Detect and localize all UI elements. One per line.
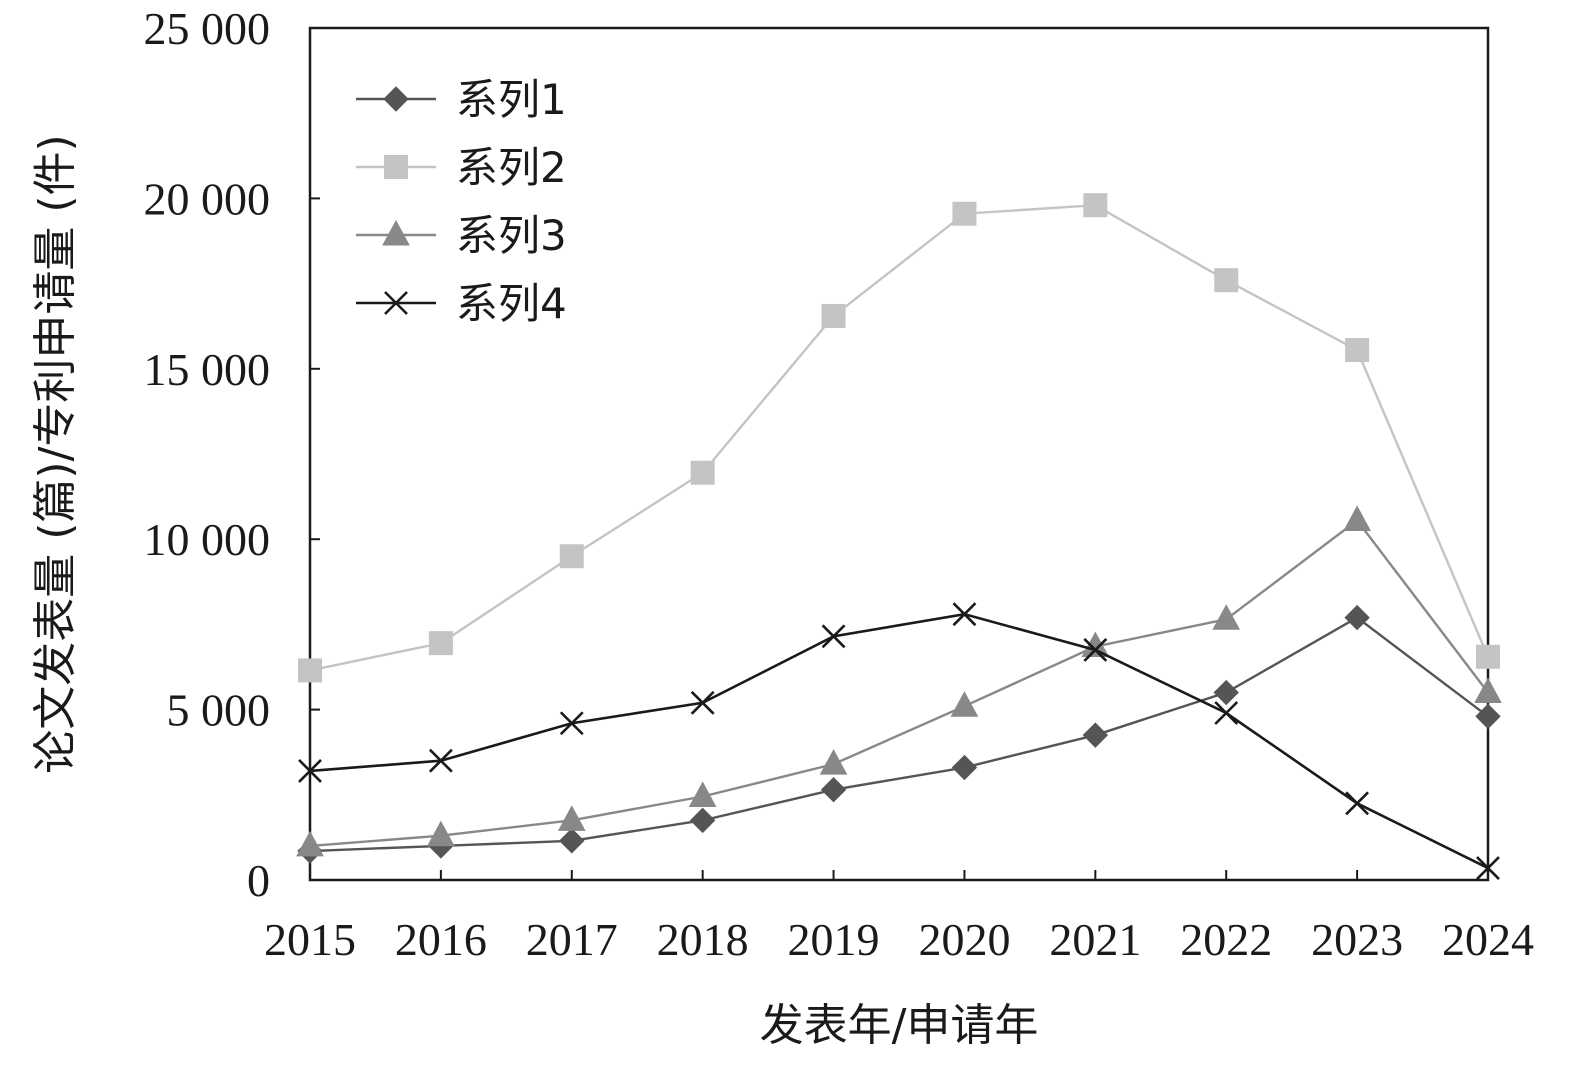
x-tick-label: 2021	[1049, 914, 1141, 965]
series-4	[298, 602, 1500, 880]
series-4-point	[559, 711, 584, 736]
x-tick-label: 2016	[395, 914, 487, 965]
x-axis: 2015 2016 2017 2018 2019 2020 2021 2022 2023 2024	[264, 870, 1534, 965]
y-axis: 0 5 000 10 000 15 000 20 000 25 000	[144, 3, 320, 906]
series-2-point	[298, 658, 322, 683]
series-4-point	[690, 690, 715, 715]
series-1-point	[1082, 722, 1109, 748]
series-1-point	[1344, 604, 1370, 631]
legend-marker	[383, 86, 409, 112]
series-3-point	[557, 805, 586, 831]
series-2-point	[559, 544, 584, 569]
series-3-point	[296, 830, 324, 857]
series-3-line	[309, 518, 1489, 848]
y-tick-label: 20 000	[144, 173, 271, 224]
series-1-point	[689, 807, 716, 834]
series-2-point	[428, 631, 453, 656]
legend-label: 系列2	[456, 143, 567, 192]
series-4-point	[1476, 856, 1500, 880]
series-2	[298, 193, 1500, 683]
series-4-line	[309, 612, 1489, 870]
legend-marker	[382, 219, 410, 246]
plot-area-frame	[308, 26, 1490, 882]
y-tick-label: 15 000	[144, 344, 271, 395]
x-tick-label: 2020	[918, 914, 1010, 965]
series-2-point	[1214, 268, 1239, 293]
series-1-point	[559, 828, 585, 854]
series-1-point	[1213, 679, 1239, 706]
series-2-line	[309, 203, 1490, 672]
legend: 系列1 系列2 系列3 系列4	[356, 75, 567, 328]
series-layer	[296, 193, 1502, 880]
x-tick-label: 2023	[1311, 914, 1403, 965]
series-4-point	[821, 624, 846, 649]
legend-marker	[384, 155, 408, 179]
y-tick-label: 0	[247, 855, 270, 906]
legend-label: 系列3	[456, 211, 567, 260]
series-3-point	[819, 749, 848, 775]
x-tick-label: 2024	[1442, 914, 1534, 965]
series-2-point	[1083, 193, 1108, 218]
x-axis-title: 发表年/申请年	[760, 1000, 1039, 1051]
series-4-point	[1345, 791, 1370, 816]
series-4-point	[952, 602, 977, 627]
series-1-point	[1475, 703, 1501, 730]
x-tick-label: 2019	[788, 914, 880, 965]
series-3-point	[688, 781, 717, 808]
y-tick-label: 10 000	[144, 514, 271, 565]
series-3-point	[1474, 677, 1502, 704]
series-4-point	[428, 748, 453, 773]
series-3-point	[427, 820, 455, 847]
legend-label: 系列4	[456, 279, 567, 328]
series-3-point	[950, 691, 979, 717]
series-1-line	[309, 616, 1489, 853]
series-4-point	[1083, 638, 1108, 662]
legend-marker	[384, 291, 408, 315]
series-1-point	[951, 754, 978, 781]
series-1-point	[820, 776, 847, 803]
series-2-point	[821, 303, 846, 328]
y-tick-label: 5 000	[167, 685, 271, 736]
series-3-point	[1343, 505, 1371, 531]
series-4-point	[1214, 701, 1239, 725]
series-4-point	[298, 759, 322, 783]
x-tick-label: 2022	[1180, 914, 1272, 965]
y-axis-title: 论文发表量 (篇)/专利申请量 (件)	[30, 134, 81, 773]
series-3	[296, 505, 1502, 857]
y-tick-label: 25 000	[144, 3, 271, 54]
series-2-point	[690, 460, 715, 485]
series-2-point	[952, 201, 977, 226]
series-2-point	[1476, 644, 1500, 669]
x-tick-label: 2017	[526, 914, 618, 965]
x-tick-label: 2018	[657, 914, 749, 965]
series-3-point	[1212, 604, 1241, 630]
x-tick-label: 2015	[264, 914, 356, 965]
series-2-point	[1345, 338, 1370, 363]
legend-label: 系列1	[456, 75, 567, 124]
